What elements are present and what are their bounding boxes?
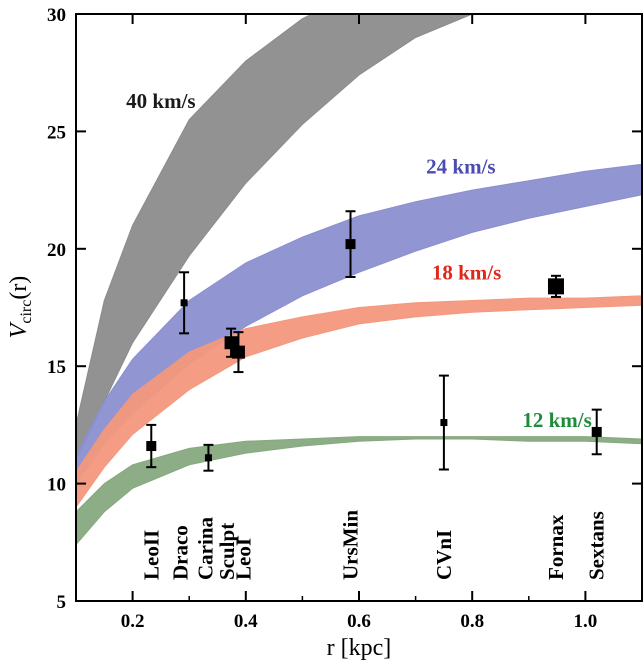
y-tick-label: 5 bbox=[57, 592, 67, 613]
galaxy-label: LeoII bbox=[139, 530, 163, 580]
axis-ticks: 0.2 0.4 0.6 0.8 1.0 5 10 15 20 25 30 bbox=[47, 5, 642, 632]
x-axis-title: r [kpc] bbox=[327, 635, 392, 661]
x-axis-label: r [kpc] bbox=[327, 635, 392, 661]
galaxy-label: Sculpt bbox=[215, 523, 239, 580]
data-point bbox=[547, 274, 564, 298]
y-tick-label: 25 bbox=[47, 122, 66, 143]
point-marker bbox=[146, 441, 157, 452]
point-marker bbox=[440, 419, 448, 427]
y-tick-label: 30 bbox=[47, 5, 66, 26]
band-labels: 40 km/s 24 km/s 18 km/s 12 km/s bbox=[126, 89, 592, 432]
data-point bbox=[345, 210, 356, 278]
data-point bbox=[438, 374, 449, 471]
band-12-km-s bbox=[76, 436, 642, 546]
data-points bbox=[146, 210, 602, 472]
y-axis-label: Vcirc(r) bbox=[6, 276, 35, 339]
band-label: 18 km/s bbox=[432, 260, 501, 284]
band-label: 40 km/s bbox=[126, 89, 195, 113]
data-point bbox=[591, 408, 602, 456]
galaxy-label: CVnI bbox=[432, 530, 456, 580]
x-tick-label: 0.2 bbox=[121, 611, 145, 632]
galaxy-label: UrsMin bbox=[339, 510, 363, 580]
data-point bbox=[203, 443, 214, 472]
x-tick-label: 1.0 bbox=[574, 611, 598, 632]
data-point bbox=[231, 331, 245, 374]
y-tick-label: 15 bbox=[47, 357, 66, 378]
galaxy-label: Sextans bbox=[585, 511, 609, 580]
point-marker bbox=[591, 426, 602, 437]
point-marker bbox=[547, 278, 564, 295]
point-marker bbox=[345, 239, 356, 250]
y-axis-title: Vcirc(r) bbox=[6, 276, 35, 339]
y-tick-label: 10 bbox=[47, 475, 66, 496]
x-tick-label: 0.8 bbox=[460, 611, 484, 632]
data-point bbox=[146, 423, 157, 469]
galaxy-label: Carina bbox=[194, 517, 218, 581]
data-point bbox=[179, 271, 190, 335]
y-tick-label: 20 bbox=[47, 240, 66, 261]
velocity-bands bbox=[76, 14, 642, 546]
point-marker bbox=[180, 299, 188, 307]
band-label: 24 km/s bbox=[426, 155, 495, 179]
x-tick-label: 0.4 bbox=[234, 611, 258, 632]
band-label: 12 km/s bbox=[522, 408, 591, 432]
point-marker bbox=[204, 454, 212, 462]
galaxy-label: Fornax bbox=[544, 514, 568, 580]
galaxy-label: Draco bbox=[169, 525, 193, 580]
band-18-km-s bbox=[76, 295, 642, 508]
band-40-km-s bbox=[76, 14, 474, 461]
galaxy-label: LeoI bbox=[232, 538, 256, 580]
x-tick-label: 0.6 bbox=[347, 611, 371, 632]
point-marker bbox=[231, 345, 245, 359]
